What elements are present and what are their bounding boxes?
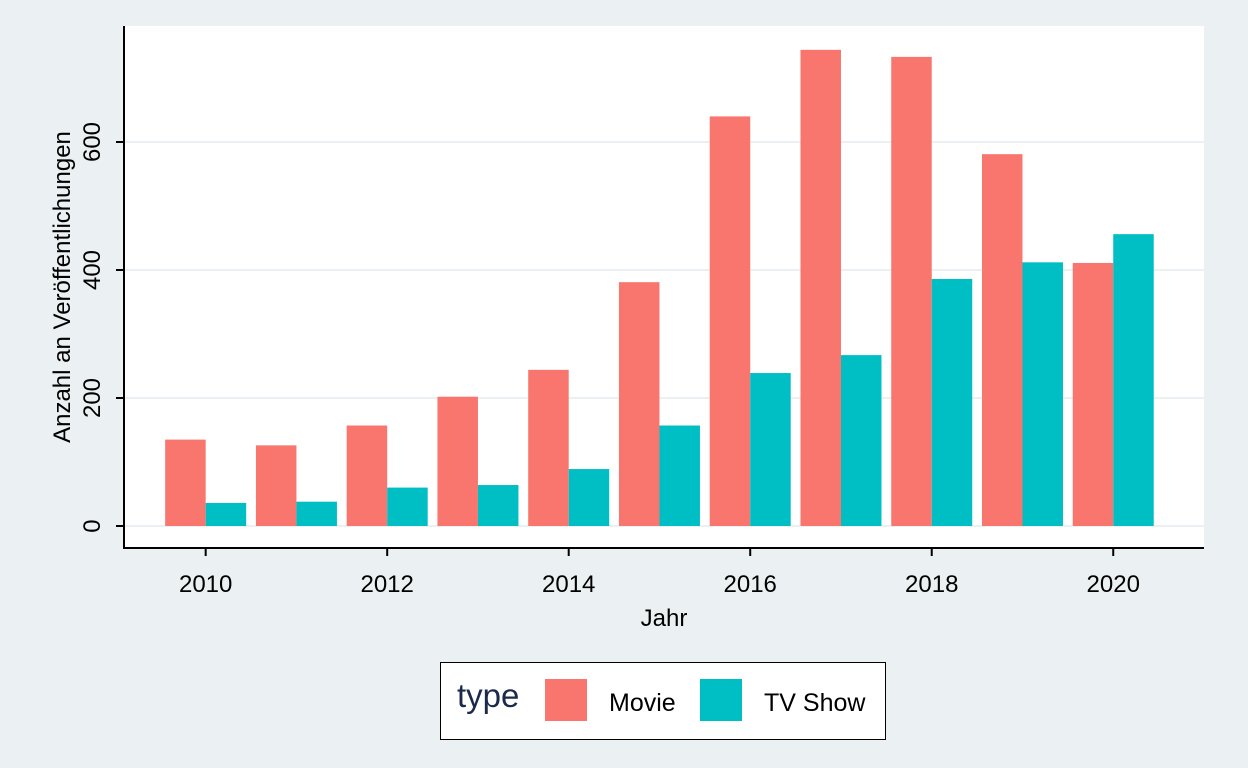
x-tick-label: 2020 [1087, 571, 1140, 598]
legend-swatch-movie [545, 679, 587, 721]
bar-tv-show-2011 [296, 501, 337, 526]
y-tick-label: 400 [79, 250, 106, 290]
x-tick-label: 2018 [905, 571, 958, 598]
bar-tv-show-2017 [840, 355, 882, 526]
legend-label-movie: Movie [609, 689, 676, 717]
bar-movie-2018 [891, 56, 932, 526]
x-tick-label: 2010 [179, 571, 232, 598]
bar-tv-show-2013 [477, 485, 519, 526]
bar-tv-show-2018 [931, 278, 973, 526]
legend: type Movie TV Show [440, 662, 886, 740]
bar-movie-2011 [255, 445, 297, 526]
bar-movie-2014 [528, 369, 569, 526]
bar-tv-show-2010 [205, 502, 247, 526]
legend-title: type [457, 677, 520, 714]
bar-movie-2017 [800, 49, 841, 527]
x-tick-label: 2016 [724, 571, 777, 598]
bar-movie-2015 [618, 282, 660, 526]
bar-movie-2019 [981, 154, 1023, 526]
bar-tv-show-2020 [1113, 234, 1154, 526]
bars [165, 49, 1154, 527]
legend-swatch-tvshow [700, 679, 742, 721]
bar-movie-2012 [346, 425, 388, 526]
bar-tv-show-2014 [568, 469, 610, 526]
bar-tv-show-2012 [387, 487, 428, 526]
y-tick-label: 600 [79, 122, 106, 162]
x-ticks: 2010 2012 2014 2016 2018 2020 [179, 548, 1140, 598]
x-tick-label: 2014 [542, 571, 595, 598]
legend-label-tvshow: TV Show [764, 689, 866, 717]
y-tick-label: 0 [79, 519, 106, 532]
bar-movie-2020 [1072, 262, 1114, 526]
bar-tv-show-2015 [659, 425, 700, 526]
bar-tv-show-2019 [1022, 262, 1063, 526]
y-ticks: 0 200 400 600 [79, 122, 124, 533]
y-tick-label: 200 [79, 378, 106, 418]
bar-movie-2016 [709, 116, 751, 527]
bar-movie-2010 [165, 439, 206, 526]
bar-movie-2013 [437, 396, 478, 526]
x-axis-label: Jahr [641, 605, 688, 632]
x-tick-label: 2012 [360, 571, 413, 598]
y-axis-label: Anzahl an Veröffentlichungen [49, 131, 76, 443]
bar-tv-show-2016 [750, 373, 791, 526]
